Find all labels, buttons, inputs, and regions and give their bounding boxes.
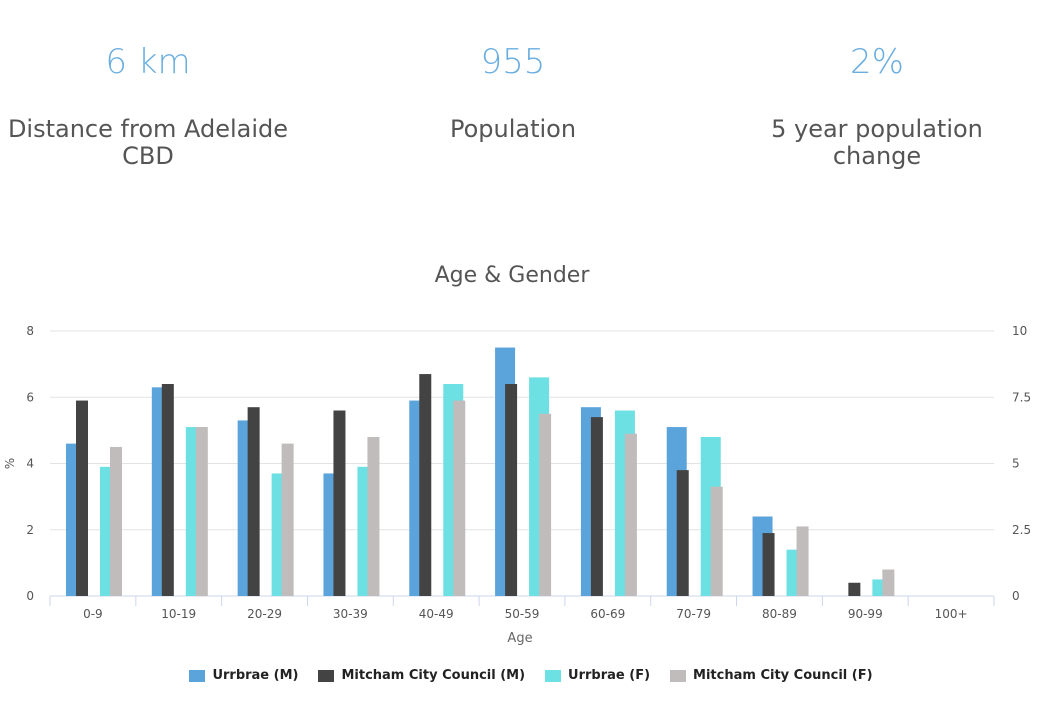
y-tick-label: 6 (26, 390, 34, 404)
bar-mitcham-city-council-f-30-39 (367, 437, 380, 596)
legend-label: Urrbrae (F) (568, 668, 651, 683)
legend-item[interactable]: Urrbrae (M) (189, 668, 298, 683)
y2-tick-label: 5 (1012, 457, 1020, 471)
y-tick-label: 8 (26, 324, 34, 338)
stat-population-value: 955 (480, 42, 546, 82)
x-tick-label: 10-19 (161, 607, 196, 621)
legend-swatch (318, 669, 335, 682)
legend-item[interactable]: Mitcham City Council (F) (670, 668, 873, 683)
y2-tick-label: 0 (1012, 589, 1020, 603)
stat-population-change-value: 2% (850, 42, 904, 82)
x-tick-label: 70-79 (676, 607, 711, 621)
stat-distance: 6 km Distance from Adelaide CBD (0, 42, 296, 182)
stat-population-change-label: 5 year population change (771, 115, 983, 170)
y2-tick-label: 2.5 (1012, 523, 1031, 537)
stat-population-change: 2% 5 year population change (752, 42, 1002, 182)
stat-population: 955 Population (363, 42, 663, 182)
x-tick-label: 90-99 (848, 607, 883, 621)
x-tick-label: 40-49 (419, 607, 454, 621)
bar-mitcham-city-council-m-80-89 (762, 533, 775, 596)
bar-mitcham-city-council-m-60-69 (590, 417, 603, 596)
legend-label: Mitcham City Council (M) (341, 668, 526, 683)
bar-mitcham-city-council-m-70-79 (676, 470, 689, 596)
y-tick-label: 4 (26, 457, 34, 471)
bar-mitcham-city-council-f-0-9 (110, 446, 122, 596)
x-tick-label: 30-39 (333, 607, 368, 621)
y2-tick-label: 7.5 (1012, 390, 1031, 404)
x-tick-label: 20-29 (247, 607, 282, 621)
bar-mitcham-city-council-m-30-39 (333, 410, 346, 596)
legend-item[interactable]: Urrbrae (F) (545, 668, 650, 683)
legend-swatch (189, 669, 206, 682)
x-tick-label: 80-89 (762, 607, 797, 621)
chart-title: Age & Gender (435, 263, 591, 288)
bar-mitcham-city-council-f-90-99 (882, 569, 895, 596)
bar-mitcham-city-council-f-50-59 (539, 413, 552, 596)
age-gender-chart: Age & Gender 0 2 4 6 8 0 2.5 5 7.5 10% 0-9 10-19 20-2… (3, 263, 1031, 646)
legend-item[interactable]: Mitcham City Council (M) (318, 668, 525, 683)
bar-mitcham-city-council-f-40-49 (453, 400, 466, 596)
legend-swatch (545, 669, 562, 682)
bar-mitcham-city-council-m-90-99 (848, 582, 861, 596)
y-tick-label: 0 (26, 589, 34, 603)
chart-legend: Urrbrae (M) Mitcham City Council (M) Urrbr… (0, 668, 1062, 686)
y2-tick-label: 10 (1012, 324, 1027, 338)
bar-mitcham-city-council-m-10-19 (161, 384, 174, 596)
x-tick-label: 60-69 (590, 607, 625, 621)
x-tick-label: 50-59 (505, 607, 540, 621)
x-tick-label: 0-9 (83, 607, 103, 621)
legend-swatch (670, 669, 687, 682)
bar-mitcham-city-council-f-80-89 (796, 526, 809, 596)
bar-mitcham-city-council-f-20-29 (281, 443, 294, 596)
legend-label: Mitcham City Council (F) (693, 668, 873, 683)
bar-mitcham-city-council-m-40-49 (419, 374, 432, 596)
y-tick-label: 2 (26, 523, 34, 537)
bar-mitcham-city-council-f-60-69 (624, 433, 637, 596)
bar-mitcham-city-council-m-0-9 (76, 400, 88, 596)
x-tick-label: 100+ (935, 607, 968, 621)
legend-label: Urrbrae (M) (212, 668, 299, 683)
bar-mitcham-city-council-m-50-59 (505, 384, 518, 596)
bar-mitcham-city-council-f-70-79 (710, 486, 723, 596)
stat-population-label: Population (449, 115, 577, 143)
y-axis-label: % (3, 458, 17, 469)
x-axis-label: Age (507, 631, 532, 646)
bar-mitcham-city-council-f-10-19 (195, 427, 208, 596)
stat-distance-value: 6 km (105, 42, 191, 82)
bar-mitcham-city-council-m-20-29 (247, 407, 260, 596)
stat-distance-label: Distance from Adelaide CBD (7, 115, 289, 170)
